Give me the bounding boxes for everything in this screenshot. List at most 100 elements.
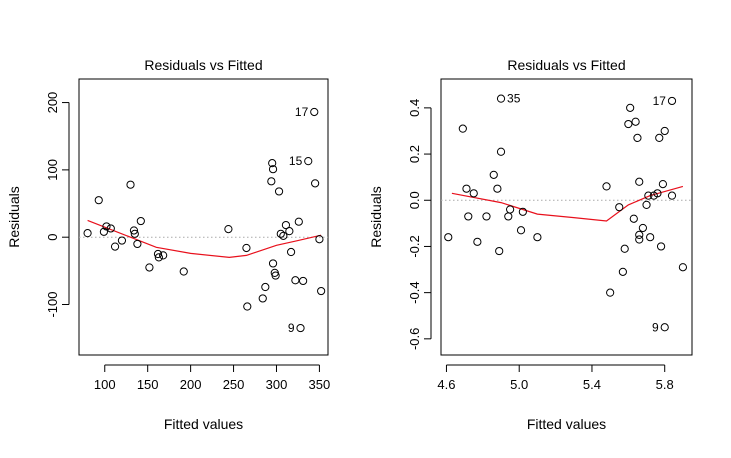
data-point-left-10 xyxy=(133,239,142,249)
data-point-right-1 xyxy=(458,124,467,133)
data-point-left-33 xyxy=(286,247,296,257)
data-point-right-3 xyxy=(464,212,473,221)
data-point-right-24 xyxy=(629,214,638,223)
x-axis-label-left: Fitted values xyxy=(164,416,243,432)
data-point-left-2 xyxy=(99,227,109,236)
x-tick-label-left-1: 150 xyxy=(137,377,159,392)
data-point-right-33 xyxy=(646,233,655,242)
data-point-left-8 xyxy=(129,226,139,235)
data-point-right-6 xyxy=(482,212,491,221)
data-point-right-26 xyxy=(633,133,642,142)
data-point-right-15 xyxy=(518,207,527,216)
point-label-left-1: 15 xyxy=(289,154,303,168)
data-point-right-30 xyxy=(638,223,647,233)
data-point-right-20 xyxy=(618,267,627,276)
data-point-left-7 xyxy=(126,180,135,189)
data-point-right-25 xyxy=(631,117,640,126)
data-point-right-9 xyxy=(495,246,504,256)
y-tick-label-left-3: 200 xyxy=(45,92,60,114)
data-point-right-39 xyxy=(660,126,669,136)
data-point-right-42 xyxy=(667,96,677,106)
y-axis-label-right: Residuals xyxy=(368,186,384,247)
data-point-left-5 xyxy=(110,242,120,251)
data-point-right-43 xyxy=(678,263,688,272)
data-point-right-31 xyxy=(642,200,651,209)
data-point-left-22 xyxy=(267,177,276,186)
data-point-right-22 xyxy=(624,119,633,129)
data-point-right-38 xyxy=(658,179,667,189)
data-point-left-0 xyxy=(83,229,92,238)
y-tick-label-left-2: 100 xyxy=(45,159,60,181)
data-point-right-18 xyxy=(606,288,615,297)
x-tick-label-left-2: 200 xyxy=(180,377,202,392)
x-tick-label-right-3: 5.8 xyxy=(656,377,674,392)
data-point-left-42 xyxy=(317,286,326,296)
data-point-left-31 xyxy=(281,220,291,230)
smooth-line-right xyxy=(451,185,684,222)
data-point-left-29 xyxy=(276,229,285,238)
x-tick-label-right-1: 5.0 xyxy=(510,377,528,392)
point-label-left-2: 9 xyxy=(288,321,295,335)
data-point-left-38 xyxy=(304,157,313,166)
data-point-right-12 xyxy=(504,212,513,221)
x-axis-label-right: Fitted values xyxy=(527,416,606,432)
data-point-right-14 xyxy=(516,226,526,235)
data-point-left-15 xyxy=(159,251,168,260)
data-point-left-12 xyxy=(145,263,154,272)
point-label-left-0: 17 xyxy=(295,105,309,119)
data-point-right-4 xyxy=(469,189,478,198)
plot-frame-right xyxy=(440,78,693,356)
data-point-left-28 xyxy=(274,187,284,196)
data-point-left-35 xyxy=(294,217,303,226)
data-point-right-37 xyxy=(656,242,666,251)
data-point-right-7 xyxy=(489,170,498,179)
point-label-right-1: 17 xyxy=(653,94,667,108)
x-tick-label-left-5: 350 xyxy=(309,377,331,392)
data-point-right-16 xyxy=(533,233,542,242)
data-point-right-13 xyxy=(506,205,515,214)
x-tick-label-left-0: 100 xyxy=(94,377,116,392)
point-label-right-2: 9 xyxy=(652,320,659,334)
data-point-right-0 xyxy=(444,233,453,242)
data-point-right-8 xyxy=(493,184,502,193)
y-tick-label-left-0: -100 xyxy=(45,291,60,317)
chart-title-right: Residuals vs Fitted xyxy=(507,57,625,73)
y-tick-label-right-3: 0.0 xyxy=(407,191,422,209)
data-point-left-4 xyxy=(106,224,115,233)
data-point-left-11 xyxy=(136,216,145,226)
data-point-right-36 xyxy=(655,133,664,142)
data-point-left-41 xyxy=(315,235,324,244)
data-point-right-41 xyxy=(667,191,677,200)
data-point-left-17 xyxy=(224,225,233,234)
data-point-left-6 xyxy=(117,236,127,245)
data-point-left-18 xyxy=(242,243,251,253)
data-point-left-37 xyxy=(299,276,308,286)
y-tick-label-right-1: -0.4 xyxy=(407,281,422,303)
data-point-left-39 xyxy=(310,107,319,117)
data-point-left-25 xyxy=(268,259,278,268)
y-tick-label-right-4: 0.2 xyxy=(407,145,422,163)
data-point-left-24 xyxy=(268,165,278,174)
data-point-left-36 xyxy=(296,323,305,333)
data-point-right-2 xyxy=(462,184,471,193)
data-point-right-11 xyxy=(496,94,506,103)
data-point-left-19 xyxy=(243,302,252,311)
data-point-left-32 xyxy=(285,227,294,236)
x-tick-label-right-2: 5.4 xyxy=(583,377,601,392)
data-point-right-23 xyxy=(626,103,635,112)
data-point-right-32 xyxy=(644,191,653,200)
point-label-right-0: 35 xyxy=(507,92,521,106)
data-point-right-21 xyxy=(620,244,629,253)
y-axis-label-left: Residuals xyxy=(6,186,22,247)
data-point-right-35 xyxy=(653,189,662,198)
x-tick-label-left-3: 250 xyxy=(223,377,245,392)
data-point-right-19 xyxy=(615,203,624,212)
data-point-left-1 xyxy=(94,196,103,205)
y-tick-label-left-1: 0 xyxy=(45,234,60,241)
x-tick-label-left-4: 300 xyxy=(266,377,288,392)
data-point-left-40 xyxy=(311,179,320,188)
data-point-left-23 xyxy=(268,159,277,168)
data-point-left-34 xyxy=(291,276,300,285)
data-point-right-27 xyxy=(635,177,644,186)
